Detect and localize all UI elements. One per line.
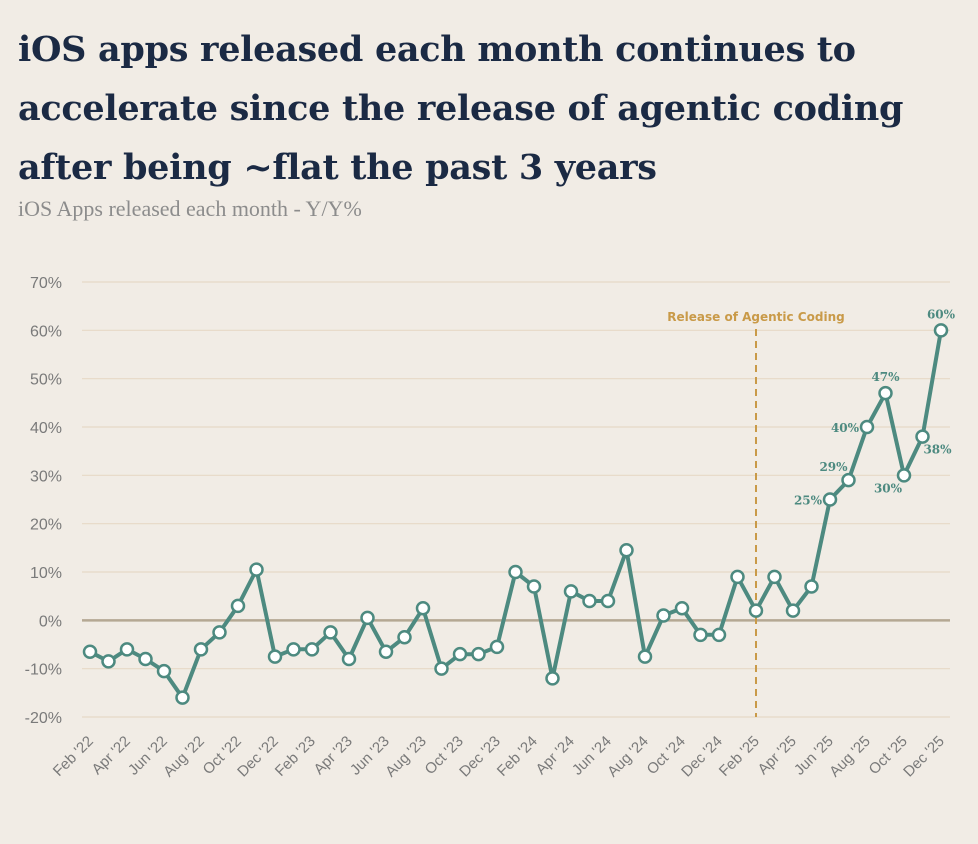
- data-point: [711, 627, 727, 643]
- x-tick-label: Apr '23: [311, 733, 356, 778]
- x-tick-label: Apr '25: [755, 733, 800, 778]
- data-label: 47%: [871, 370, 900, 384]
- data-label: 25%: [794, 494, 823, 508]
- title-line-3: after being ~flat the past 3 years: [18, 147, 657, 188]
- data-point: [267, 649, 283, 664]
- data-point: [508, 564, 523, 580]
- data-point: [656, 608, 671, 623]
- data-point: [193, 642, 209, 657]
- x-tick-label: Dec '24: [678, 733, 726, 781]
- data-point: [360, 610, 375, 626]
- y-tick-label: 10%: [30, 565, 62, 582]
- y-tick-label: -10%: [25, 662, 62, 679]
- data-point: [378, 644, 394, 659]
- data-point: [304, 642, 320, 657]
- x-tick-label: Dec '23: [456, 733, 504, 781]
- agentic-coding-label: Release of Agentic Coding: [667, 310, 844, 324]
- data-point: [119, 642, 135, 657]
- y-tick-label: 60%: [30, 323, 62, 340]
- annotations: Release of Agentic Coding: [667, 310, 845, 717]
- data-point: [286, 642, 301, 657]
- x-tick-label: Apr '24: [533, 733, 578, 778]
- data-point: [582, 593, 597, 609]
- data-point: [489, 639, 505, 655]
- x-tick-label: Aug '22: [160, 733, 208, 781]
- x-tick-label: Aug '24: [604, 733, 652, 781]
- x-tick-label: Feb '23: [272, 733, 319, 780]
- y-tick-label: 40%: [30, 420, 62, 437]
- x-tick-label: Feb '24: [494, 733, 541, 780]
- x-tick-label: Apr '22: [89, 733, 134, 778]
- series-line: [88, 328, 943, 700]
- chart-title: iOS apps released each month continues t…: [18, 20, 958, 197]
- x-tick-label: Feb '22: [50, 733, 97, 780]
- data-label: 40%: [831, 421, 860, 435]
- x-tick-label: Dec '22: [234, 733, 282, 781]
- y-tick-label: 0%: [39, 613, 62, 630]
- data-point: [748, 603, 764, 618]
- data-point: [249, 562, 264, 577]
- data-point: [878, 385, 893, 401]
- gridlines: [82, 281, 950, 718]
- data-point: [693, 627, 708, 643]
- data-label: 60%: [927, 307, 956, 321]
- data-point: [397, 630, 412, 645]
- data-point: [804, 579, 819, 594]
- data-point: [674, 601, 690, 616]
- data-label: 29%: [819, 460, 848, 474]
- data-point: [212, 625, 227, 640]
- data-point: [859, 419, 875, 435]
- data-point: [341, 651, 357, 667]
- y-axis-labels: 70% 60% 50% 40% 30% 20% 10% 0% -10% -20%: [25, 275, 62, 727]
- data-point: [545, 671, 560, 686]
- title-line-2: accelerate since the release of agentic …: [18, 88, 904, 129]
- x-tick-label: Aug '23: [382, 733, 430, 781]
- data-point: [933, 323, 949, 338]
- data-point: [637, 649, 653, 664]
- data-point: [785, 603, 801, 618]
- chart-subtitle: iOS Apps released each month - Y/Y%: [18, 196, 362, 221]
- data-point: [471, 646, 486, 662]
- data-point: [434, 661, 449, 676]
- data-point: [767, 569, 782, 585]
- x-tick-label: Feb '25: [716, 733, 763, 780]
- data-point: [600, 593, 616, 609]
- data-point: [822, 492, 838, 507]
- y-tick-label: 30%: [30, 468, 62, 485]
- data-point: [415, 601, 431, 616]
- data-point: [915, 429, 930, 444]
- data-labels: 25% 29% 40% 47% 30% 38% 60%: [794, 307, 956, 507]
- y-tick-label: 20%: [30, 517, 62, 534]
- data-point: [82, 644, 98, 659]
- y-tick-label: 50%: [30, 372, 62, 389]
- data-point: [230, 598, 246, 614]
- data-point: [619, 543, 634, 558]
- y-tick-label: 70%: [30, 275, 62, 292]
- data-label: 30%: [874, 481, 903, 495]
- data-point: [896, 468, 912, 483]
- data-point: [452, 646, 468, 662]
- data-point: [730, 569, 745, 585]
- data-point: [323, 625, 338, 640]
- data-point: [156, 663, 172, 679]
- data-point: [526, 579, 542, 594]
- title-line-1: iOS apps released each month continues t…: [18, 29, 856, 70]
- data-point: [175, 690, 190, 705]
- y-tick-label: -20%: [25, 710, 62, 727]
- data-point: [841, 472, 856, 488]
- data-label: 38%: [923, 443, 952, 457]
- data-point: [101, 654, 116, 669]
- series-layer: [82, 323, 949, 705]
- x-tick-label: Dec '25: [900, 733, 948, 781]
- data-point: [138, 651, 153, 667]
- x-tick-label: Aug '25: [826, 733, 874, 781]
- data-point: [563, 584, 579, 599]
